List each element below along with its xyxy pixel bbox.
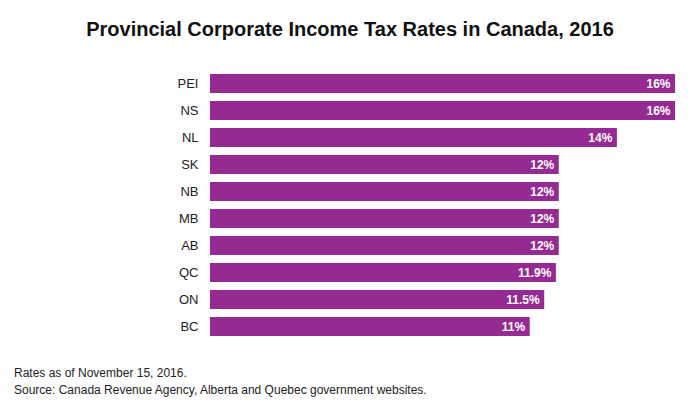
svg-text:12%: 12% bbox=[530, 239, 554, 253]
svg-text:SK: SK bbox=[181, 157, 199, 172]
svg-text:PEI: PEI bbox=[178, 76, 199, 91]
svg-text:NS: NS bbox=[180, 103, 198, 118]
svg-text:16%: 16% bbox=[646, 77, 670, 91]
html-text:Rates as of November 15, 2016.: Rates as of November 15, 2016. bbox=[14, 366, 187, 380]
svg-text:12%: 12% bbox=[530, 158, 554, 172]
svg-text:MB: MB bbox=[179, 211, 199, 226]
svg-text:AB: AB bbox=[181, 238, 198, 253]
svg-text:12%: 12% bbox=[530, 212, 554, 226]
svg-text:12%: 12% bbox=[530, 185, 554, 199]
svg-text:NL: NL bbox=[182, 130, 199, 145]
svg-text:QC: QC bbox=[179, 265, 199, 280]
html-text:Provincial Corporate Income Ta: Provincial Corporate Income Tax Rates in… bbox=[86, 18, 614, 40]
svg-text:BC: BC bbox=[180, 319, 198, 334]
svg-text:11.9%: 11.9% bbox=[518, 266, 552, 280]
svg-text:NB: NB bbox=[180, 184, 198, 199]
html-text:Source: Canada Revenue Agency,: Source: Canada Revenue Agency, Alberta a… bbox=[14, 383, 427, 397]
svg-text:14%: 14% bbox=[588, 131, 612, 145]
svg-text:11%: 11% bbox=[502, 320, 526, 334]
svg-text:11.5%: 11.5% bbox=[506, 293, 540, 307]
svg-text:ON: ON bbox=[179, 292, 199, 307]
svg-text:16%: 16% bbox=[646, 104, 670, 118]
